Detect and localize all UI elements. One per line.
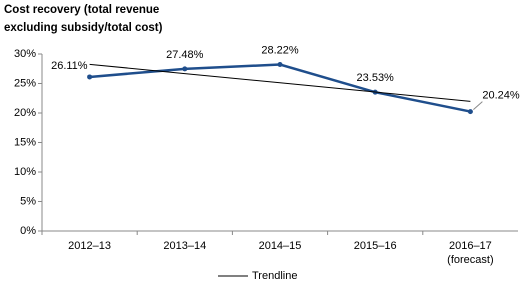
chart-title: Cost recovery (total revenue <box>4 4 159 16</box>
y-tick-label: 10% <box>14 166 36 178</box>
x-tick-label: 2012–13 <box>68 240 111 252</box>
data-label: 28.22% <box>261 44 299 56</box>
y-tick-label: 0% <box>20 225 36 237</box>
point <box>182 66 188 72</box>
y-tick-label: 30% <box>14 48 36 60</box>
chart-title: excluding subsidy/total cost) <box>4 22 163 34</box>
data-label: 27.48% <box>166 49 204 61</box>
point <box>467 109 473 115</box>
y-tick-label: 15% <box>14 136 36 148</box>
y-tick-label: 25% <box>14 77 36 89</box>
trendline <box>89 63 471 102</box>
leader-line <box>473 101 483 110</box>
x-tick-label: 2014–15 <box>258 240 302 252</box>
legend-label: Trendline <box>252 270 297 282</box>
x-tick-label: 2015–16 <box>353 240 397 252</box>
point <box>87 74 93 80</box>
x-tick-label: 2016–17 (forecast) <box>447 240 494 266</box>
y-tick-label: 5% <box>20 195 36 207</box>
point <box>277 62 283 68</box>
data-label: 23.53% <box>357 72 395 84</box>
x-tick-label: 2013–14 <box>163 240 207 252</box>
data-label: 26.11% <box>51 60 88 72</box>
data-label: 20.24% <box>482 89 520 101</box>
series-line <box>89 63 471 113</box>
y-tick-label: 20% <box>14 107 36 119</box>
